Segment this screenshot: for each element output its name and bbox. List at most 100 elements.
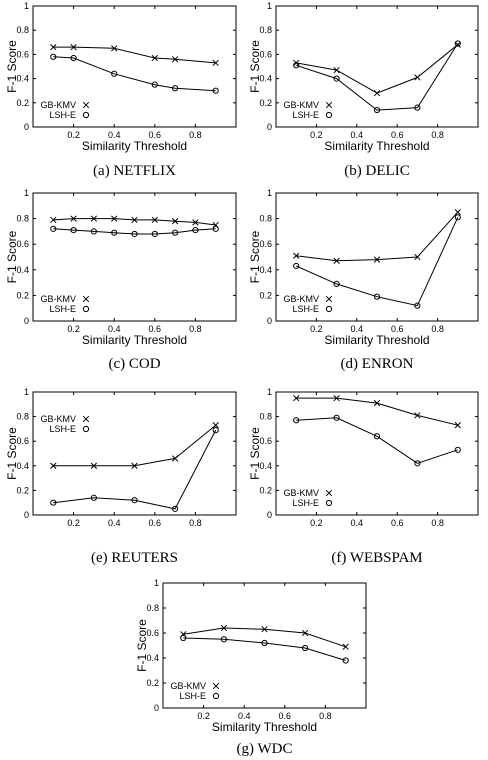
- x-axis-label: Similarity Threshold: [212, 720, 317, 734]
- series-line: [53, 429, 217, 510]
- legend-label: LSH-E: [49, 110, 76, 120]
- y-axis-label: F-1 Score: [5, 427, 19, 480]
- plot-frame: [275, 5, 479, 128]
- series-lsh-e: [293, 414, 461, 467]
- legend-marker: [325, 305, 333, 313]
- data-point: [171, 56, 179, 63]
- x-tick-label: 0.4: [108, 324, 121, 334]
- x-tick-label: 0.6: [149, 130, 162, 140]
- data-point: [373, 399, 381, 407]
- subplot-4: 0 0.2 0.4 0.6 0.8 1 0.2 0.4 0.6 0.8 F-1 Score Simil…: [248, 188, 479, 372]
- data-point: [70, 43, 77, 51]
- subfigure-caption: (g) WDC: [237, 741, 293, 757]
- y-tick-label: 0.8: [16, 25, 29, 35]
- data-point: [90, 494, 98, 501]
- data-point: [293, 262, 300, 270]
- y-axis-label: F-1 Score: [248, 40, 262, 93]
- data-point: [131, 230, 138, 238]
- y-axis-label: F-1 Score: [5, 40, 19, 93]
- data-point: [301, 629, 309, 637]
- data-point: [333, 257, 340, 264]
- y-axis-label: F-1 Score: [248, 230, 262, 283]
- legend-label: LSH-E: [179, 691, 206, 701]
- y-tick-label: 0: [154, 703, 159, 713]
- series-line: [295, 217, 459, 307]
- x-tick-label: 0.8: [319, 711, 332, 721]
- series-gb-kmv: [50, 215, 219, 229]
- data-point: [50, 499, 57, 506]
- data-point: [131, 216, 138, 224]
- x-tick-label: 0.4: [351, 324, 364, 334]
- series-line: [296, 44, 459, 94]
- data-point: [131, 462, 138, 469]
- data-point: [111, 70, 118, 77]
- series-gb-kmv: [293, 394, 461, 429]
- y-tick-label: 0.2: [16, 485, 29, 495]
- y-tick-label: 0.6: [259, 239, 272, 249]
- data-point: [151, 216, 158, 224]
- data-point: [414, 74, 421, 81]
- plot-frame: [162, 582, 367, 709]
- data-point: [111, 215, 118, 222]
- plot-frame: [275, 192, 479, 322]
- data-point: [293, 252, 300, 259]
- data-point: [50, 462, 57, 469]
- legend-marker: [82, 111, 90, 119]
- series-line: [183, 627, 346, 648]
- data-point: [414, 460, 421, 467]
- legend-label: LSH-E: [292, 498, 319, 508]
- data-point: [131, 497, 138, 504]
- legend-marker: [325, 489, 333, 497]
- x-axis-label: Similarity Threshold: [324, 139, 429, 153]
- x-tick-label: 0.2: [67, 324, 80, 334]
- y-tick-label: 0: [24, 510, 29, 520]
- x-tick-label: 0.2: [310, 130, 323, 140]
- data-point: [192, 227, 199, 234]
- data-point: [414, 104, 421, 111]
- y-tick-label: 0.4: [16, 461, 29, 471]
- data-point: [302, 644, 309, 652]
- subplot-5: 0 0.2 0.4 0.6 0.8 1 0.2 0.4 0.6 0.8 F-1 Score GB-KM…: [5, 387, 237, 566]
- x-tick-label: 0.2: [310, 324, 323, 334]
- legend-label: GB-KMV: [283, 294, 319, 304]
- legend-marker: [82, 305, 90, 313]
- data-point: [151, 230, 158, 238]
- y-axis-label: F-1 Score: [248, 427, 262, 480]
- y-tick-label: 1: [154, 578, 159, 588]
- data-point: [171, 455, 179, 462]
- series-gb-kmv: [293, 41, 461, 97]
- series-line: [296, 397, 458, 426]
- data-point: [50, 225, 57, 232]
- x-tick-label: 0.4: [351, 130, 364, 140]
- data-point: [70, 227, 77, 234]
- y-tick-label: 0.8: [259, 214, 272, 224]
- data-point: [171, 218, 179, 225]
- legend-marker: [82, 101, 90, 109]
- data-point: [50, 216, 57, 224]
- data-point: [373, 433, 381, 440]
- series-line: [53, 424, 217, 467]
- data-point: [212, 59, 219, 67]
- x-axis-label: Similarity Threshold: [324, 333, 429, 347]
- y-tick-label: 1: [267, 188, 272, 198]
- data-point: [90, 462, 98, 469]
- data-point: [151, 54, 158, 62]
- y-tick-label: 0: [267, 316, 272, 326]
- y-tick-label: 0: [267, 510, 272, 520]
- legend-label: GB-KMV: [170, 681, 206, 691]
- data-point: [454, 422, 461, 429]
- y-tick-label: 1: [24, 387, 29, 397]
- x-tick-label: 0.4: [108, 518, 121, 528]
- data-point: [333, 414, 340, 421]
- y-tick-label: 0.8: [16, 214, 29, 224]
- legend-marker: [212, 692, 220, 700]
- data-point: [172, 229, 179, 236]
- x-tick-label: 0.2: [67, 518, 80, 528]
- x-tick-label: 0.6: [391, 324, 404, 334]
- y-tick-label: 0: [24, 316, 29, 326]
- series-gb-kmv: [50, 43, 219, 67]
